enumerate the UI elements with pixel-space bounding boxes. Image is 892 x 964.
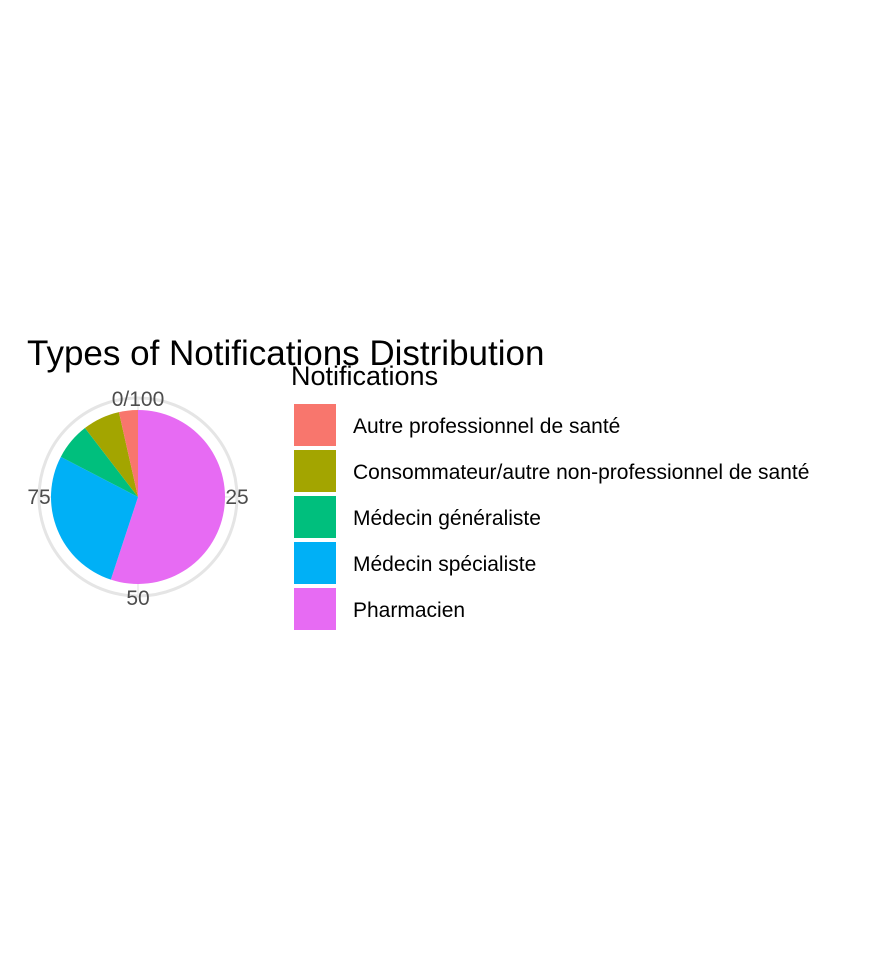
legend-title: Notifications bbox=[291, 361, 438, 391]
legend-label: Pharmacien bbox=[353, 599, 465, 622]
tick-label-0-100: 0/100 bbox=[112, 388, 165, 411]
pie-slices bbox=[50, 410, 225, 584]
pie-slice bbox=[50, 456, 138, 580]
legend-key bbox=[294, 450, 336, 492]
legend-label: Autre professionnel de santé bbox=[353, 415, 620, 438]
pie-slice bbox=[118, 410, 138, 497]
legend-key bbox=[294, 542, 336, 584]
pie-slice bbox=[84, 412, 138, 497]
legend-key bbox=[294, 404, 336, 446]
legend-label: Consommateur/autre non-professionnel de … bbox=[353, 461, 809, 484]
legend-label: Médecin généraliste bbox=[353, 507, 541, 530]
tick-label-75: 75 bbox=[27, 486, 50, 509]
theta-tick-labels: 0/100 25 50 75 bbox=[27, 388, 248, 610]
tick-label-25: 25 bbox=[225, 486, 248, 509]
legend-key bbox=[294, 588, 336, 630]
tick-label-50: 50 bbox=[126, 587, 149, 610]
pie-slice bbox=[110, 410, 225, 584]
pie-slice bbox=[60, 428, 139, 497]
legend-label: Médecin spécialiste bbox=[353, 553, 536, 576]
chart-title: Types of Notifications Distribution bbox=[27, 334, 544, 373]
legend-key bbox=[294, 496, 336, 538]
legend: Autre professionnel de santé Consommateur… bbox=[294, 404, 809, 630]
